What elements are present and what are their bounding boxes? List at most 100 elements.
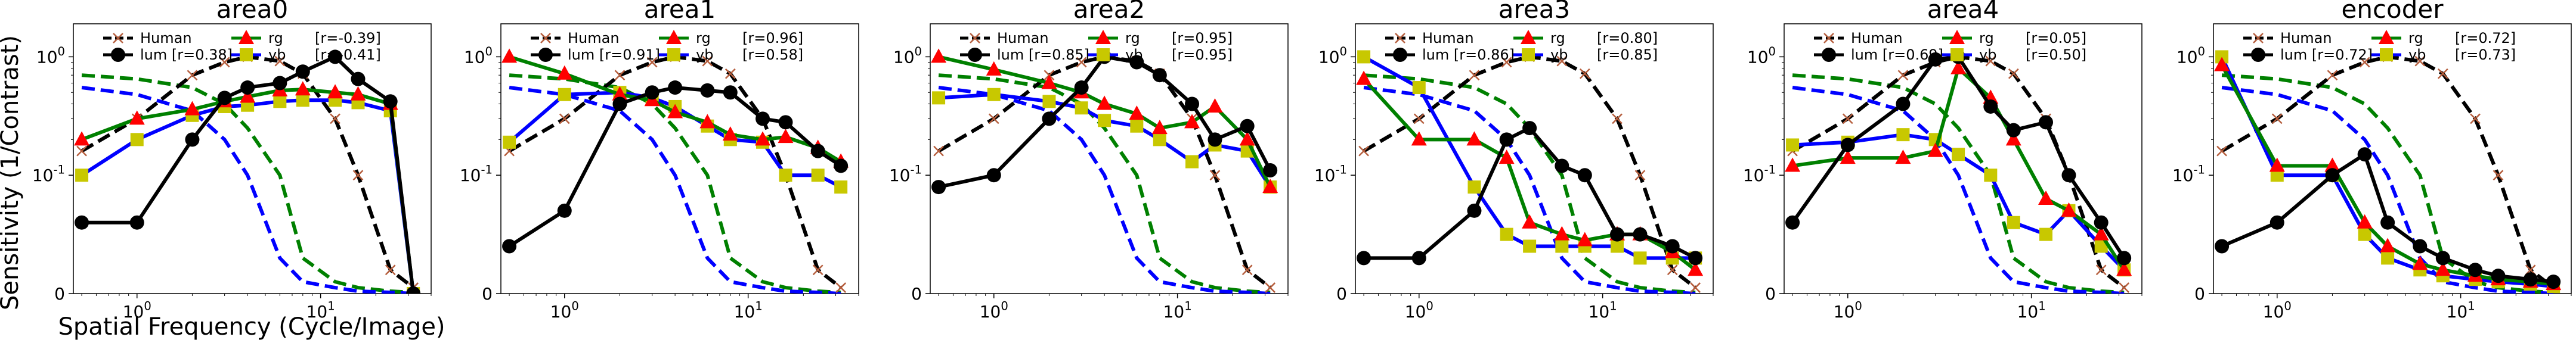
data-point-human [385, 264, 396, 276]
series-line-yb_ref [1792, 86, 2125, 294]
legend-marker-lum [538, 48, 553, 62]
legend-marker-yb [1950, 48, 1964, 61]
y-tick-label: 10-1 [32, 163, 65, 186]
series-line-rg_ref [938, 73, 1271, 294]
x-axis-label: Spatial Frequency (Cycle/Image) [58, 313, 445, 341]
data-point-rg [1785, 157, 1801, 172]
data-point-yb [1357, 50, 1371, 64]
data-point-lum [668, 80, 683, 95]
data-point-rg [2435, 261, 2451, 276]
series-line-yb_ref [81, 86, 414, 294]
data-point-rg [1927, 142, 1943, 157]
data-point-rg [1097, 95, 1113, 110]
data-point-human [1076, 57, 1087, 68]
data-point-human [1612, 113, 1623, 124]
legend-label-lum: lum [r=0.38] [140, 46, 233, 63]
legend-label-lum: lum [r=0.69] [1851, 46, 1943, 63]
legend-label-rg-r: [r=0.80] [1597, 30, 1658, 46]
data-point-rg [350, 86, 366, 101]
data-point-yb [811, 169, 825, 182]
data-point-lum [1208, 132, 1222, 147]
data-point-lum [2006, 123, 2021, 138]
data-point-rg [2116, 261, 2132, 276]
y-tick-label: 10-1 [2172, 163, 2205, 186]
legend-marker-human [2253, 33, 2264, 43]
series-group [1785, 49, 2132, 294]
data-point-rg [327, 84, 343, 99]
data-point-rg [612, 86, 628, 101]
data-point-rg [1950, 60, 1967, 74]
legend-label-yb-r: [r=0.95] [1172, 46, 1233, 63]
data-point-human [1634, 170, 1646, 181]
data-point-yb [2381, 251, 2395, 265]
data-point-human [812, 264, 823, 276]
data-point-lum [778, 115, 793, 130]
data-point-human [702, 55, 713, 67]
series-line-human [1363, 55, 1697, 289]
data-point-human [1985, 55, 1996, 67]
y-tick-label: 0 [2194, 284, 2205, 304]
data-point-lum [2523, 272, 2538, 287]
data-point-human [187, 70, 198, 81]
data-point-yb [1467, 180, 1481, 194]
panel-title: area0 [216, 0, 288, 24]
data-point-human [352, 170, 364, 181]
data-point-rg [2038, 190, 2054, 205]
data-point-human [988, 113, 999, 124]
data-point-human [1241, 264, 1253, 276]
data-point-lum [756, 111, 770, 126]
data-point-lum [2468, 263, 2483, 277]
legend-marker-rg [2379, 30, 2394, 44]
data-point-lum [2357, 147, 2372, 162]
data-point-rg [501, 48, 518, 63]
x-tick-label: 101 [1589, 299, 1617, 322]
data-point-human [1667, 264, 1678, 276]
data-point-rg [184, 101, 200, 116]
data-point-rg [1577, 232, 1593, 247]
data-point-rg [2061, 202, 2077, 217]
data-point-lum [1896, 96, 1911, 111]
data-point-lum [406, 286, 421, 294]
data-point-lum [2491, 269, 2506, 283]
data-point-human [219, 57, 230, 68]
data-point-yb [558, 88, 571, 101]
data-point-human [2327, 70, 2338, 81]
data-point-lum [1983, 99, 1998, 114]
data-point-rg [240, 88, 256, 103]
data-point-lum [2413, 239, 2428, 254]
data-point-yb [2358, 227, 2371, 241]
data-point-lum [273, 76, 287, 91]
y-tick-label: 0 [1765, 284, 1776, 304]
legend-marker-yb [240, 48, 253, 61]
series-group [931, 48, 1278, 294]
data-point-yb [1153, 133, 1166, 146]
data-point-rg [295, 81, 311, 96]
legend-marker-yb [667, 48, 680, 61]
y-tick-label: 10-1 [889, 163, 922, 186]
data-point-yb [779, 169, 792, 182]
legend-marker-rg [1521, 30, 1536, 44]
data-point-rg [986, 61, 1002, 76]
data-point-yb [273, 95, 287, 108]
legend-label-rg: rg [696, 30, 711, 46]
legend-label-yb: yb [696, 46, 713, 63]
legend-marker-lum [2251, 48, 2265, 62]
data-point-rg [1262, 179, 1278, 194]
x-tick-label: 100 [1405, 299, 1433, 322]
x-tick-label: 101 [2017, 299, 2046, 322]
legend-marker-yb [1097, 48, 1110, 61]
legend-label-rg: rg [268, 30, 283, 46]
data-point-human [274, 55, 286, 67]
legend-marker-human [970, 33, 980, 43]
data-point-lum [1555, 158, 1569, 173]
data-point-yb [503, 135, 516, 149]
data-point-rg [1184, 114, 1200, 129]
data-point-yb [1075, 101, 1088, 115]
data-point-lum [1357, 251, 1371, 266]
data-point-rg [699, 114, 716, 129]
data-point-lum [217, 91, 232, 105]
legend-label-rg: rg [2408, 30, 2423, 46]
